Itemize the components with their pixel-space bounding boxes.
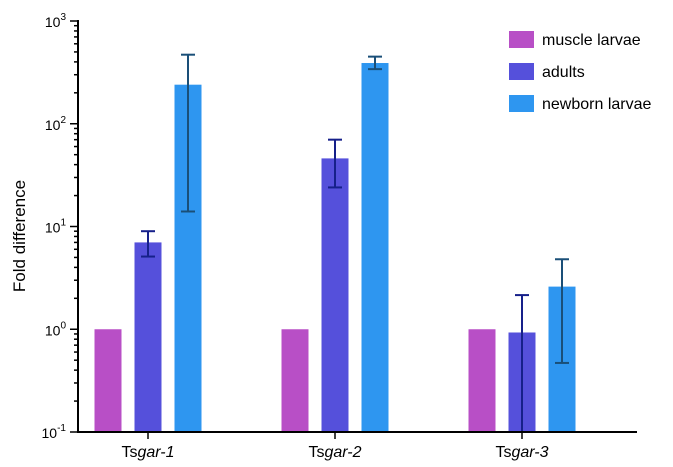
axes-group: 10-1 100 101 102 103 Tsgar-1 Tsgar-2 Tsgar-3 — [42, 12, 637, 461]
legend: muscle larvae adults newborn larvae — [509, 31, 652, 113]
error-bar-adults-3 — [515, 294, 529, 432]
bar-newborn-larvae-2 — [361, 63, 389, 432]
y-tick-label: 101 — [45, 218, 67, 236]
x-tick-label: Tsgar-3 — [495, 444, 548, 461]
legend-label-adults: adults — [542, 64, 585, 81]
error-bar-newborn-larvae-1 — [181, 53, 195, 213]
legend-label-muscle-larvae: muscle larvae — [542, 32, 641, 49]
error-bar-adults-2 — [328, 138, 342, 189]
bar-muscle-larvae-2 — [281, 329, 309, 432]
bar-muscle-larvae-1 — [94, 329, 122, 432]
bar-adults-1 — [134, 242, 162, 432]
y-axis-label: Fold difference — [10, 180, 29, 292]
y-tick-label: 102 — [45, 115, 67, 133]
x-tick-label: Tsgar-1 — [121, 444, 174, 461]
y-tick-label: 10-1 — [42, 423, 67, 441]
error-bars-group — [141, 53, 569, 432]
x-tick-label: Tsgar-2 — [308, 444, 361, 461]
bar-adults-2 — [321, 158, 349, 433]
error-bar-newborn-larvae-3 — [555, 258, 569, 364]
error-bar-adults-1 — [141, 230, 155, 258]
legend-label-newborn-larvae: newborn larvae — [542, 96, 652, 113]
y-tick-label: 100 — [45, 320, 67, 338]
error-bar-newborn-larvae-2 — [368, 55, 382, 71]
bars-group — [94, 63, 576, 433]
legend-swatch-adults — [509, 63, 534, 80]
bar-muscle-larvae-3 — [468, 329, 496, 432]
y-tick-label: 103 — [45, 12, 67, 30]
legend-swatch-newborn-larvae — [509, 95, 534, 112]
legend-swatch-muscle-larvae — [509, 31, 534, 48]
